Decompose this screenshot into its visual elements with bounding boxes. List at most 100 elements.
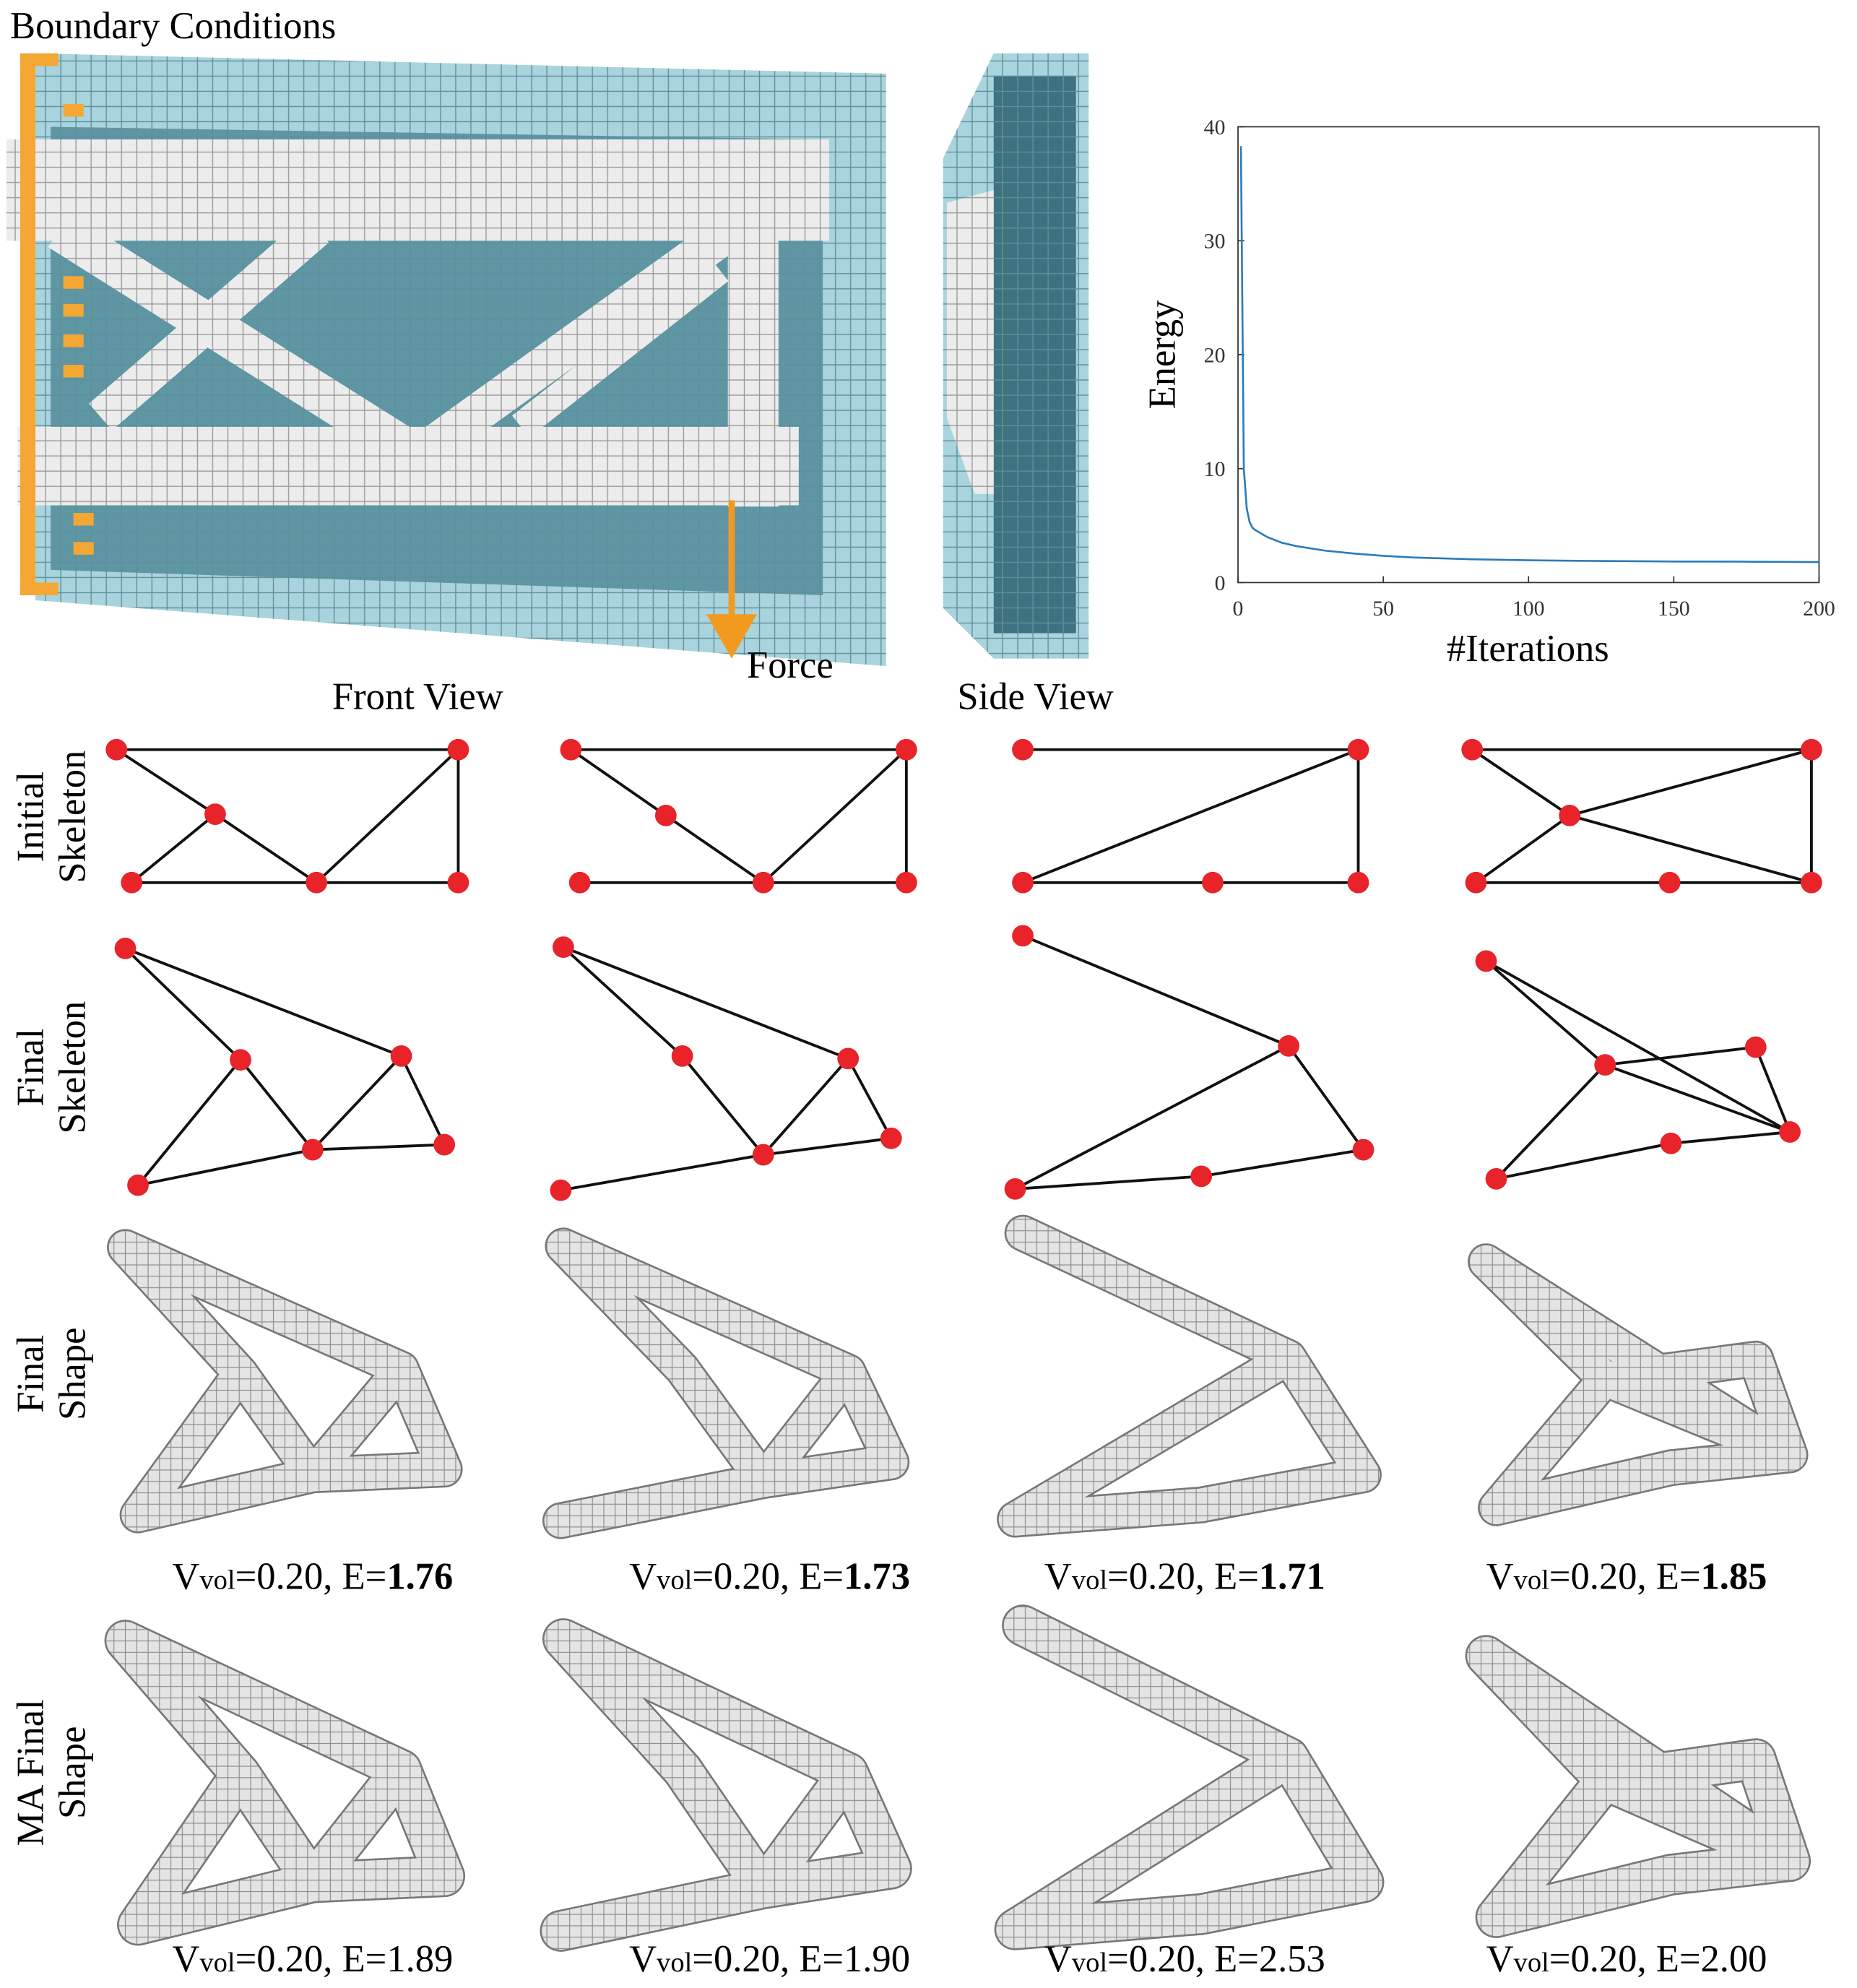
voxel-shape [1467,1636,1809,1937]
y-axis-label: Energy [1141,300,1183,410]
skeleton-node [1278,1034,1299,1057]
caption-eq: =0.20, E= [1107,1556,1259,1598]
caption-v: V [629,1938,657,1980]
skeleton-edge [665,814,764,884]
skeleton-edge [1485,959,1606,1066]
skeleton-node [1594,1054,1616,1076]
voxel-shape [1469,1245,1806,1525]
caption-eq: =0.20, E= [235,1938,387,1980]
skeleton-node [671,1045,693,1067]
skeleton-edge [1022,748,1359,884]
skeleton-edge [1014,1045,1289,1190]
skeleton-node [550,1179,572,1201]
skeleton-node [1347,871,1369,894]
row-label: MA Final [10,1699,52,1846]
row-label: Skeleton [51,751,93,883]
caption-energy: 1.73 [844,1556,910,1598]
caption-energy: 1.71 [1259,1556,1325,1598]
caption-v: V [629,1556,657,1598]
skeleton-edge [562,946,683,1058]
skeleton-node [1801,871,1822,894]
caption-v: V [1044,1556,1072,1598]
skeleton-edge [131,813,217,884]
caption: Vvol=0.20, E=1.76 [172,1556,453,1598]
skeleton-node [1012,871,1034,894]
skeleton-node [1012,925,1034,947]
skeleton-edge [1495,1063,1606,1180]
skeleton-node [560,738,582,761]
skeleton-edge [763,1136,892,1157]
skeleton-node [1004,1177,1026,1200]
skeleton-edge [560,1153,764,1192]
skeleton-node [105,738,128,761]
skeleton-node [301,1138,324,1161]
skeleton-edge [1569,748,1812,817]
skeleton-edge [116,748,216,816]
boundary-markers [20,53,94,595]
skeleton-node [1779,1121,1801,1143]
skeleton-node [204,803,226,826]
skeleton-node [837,1047,860,1070]
skeleton-edge [399,1055,446,1146]
voxel-shape [996,1606,1382,1949]
y-tick-label: 0 [1215,571,1226,595]
caption-sub: vol [1514,1565,1549,1596]
skeleton-edge [1485,959,1791,1133]
energy-line [1239,146,1819,563]
voxel-shape [998,1216,1380,1536]
caption-eq: =0.20, E= [1549,1556,1701,1598]
front-view-label: Front View [332,676,503,718]
skeleton-node [552,936,574,959]
skeleton-node [433,1133,456,1156]
side-view [943,53,1089,659]
skeleton-node [1485,1167,1507,1190]
skeleton-edge [847,1058,893,1139]
skeleton-edge [1604,1063,1791,1133]
skeleton-node [306,871,328,894]
skeleton-node [1801,738,1822,761]
x-axis-label: #Iterations [1447,628,1609,670]
caption-energy: 1.89 [386,1938,453,1980]
caption-eq: =0.20, E= [1107,1938,1259,1980]
caption-eq: =0.20, E= [1549,1938,1701,1980]
skeleton-node [447,871,469,894]
caption-sub: vol [657,1565,692,1596]
skeleton-edge [681,1055,765,1156]
skeleton-edge [124,947,242,1061]
skeleton-node [1190,1165,1213,1188]
skeleton-node [1465,871,1487,894]
skeleton-node [114,938,137,959]
boundary-label: Boundary Conditions [10,5,336,47]
caption-sub: vol [1072,1565,1107,1596]
caption-sub: vol [199,1948,235,1978]
plot-frame [1237,126,1820,584]
caption: Vvol=0.20, E=1.89 [172,1938,453,1980]
caption-energy: 2.53 [1259,1938,1325,1980]
caption: Vvol=0.20, E=2.00 [1486,1938,1767,1980]
skeleton-edge [312,1143,445,1151]
skeleton-edge [1015,1175,1202,1190]
row-label: Shape [51,1328,93,1420]
caption: Vvol=0.20, E=2.53 [1044,1938,1325,1980]
caption-sub: vol [657,1948,692,1978]
voxel-shape [106,1621,464,1944]
skeleton-node [1658,871,1681,894]
force-arrow [706,500,758,659]
caption: Vvol=0.20, E=1.71 [1044,1556,1325,1598]
skeleton-edge [762,1058,849,1156]
row-label: Shape [51,1726,93,1819]
y-tick-label: 30 [1204,230,1226,254]
y-tick-label: 20 [1204,343,1226,367]
caption-energy: 2.00 [1700,1938,1767,1980]
skeleton-node [447,738,469,761]
caption-eq: =0.20, E= [235,1556,387,1598]
voxel-shape [108,1231,461,1531]
skeleton-node [1660,1132,1682,1154]
skeleton-node [1012,738,1034,761]
skeleton-edge [124,947,402,1058]
truss [6,139,829,507]
skeleton-node [654,804,677,826]
skeleton-edge [239,1058,314,1151]
